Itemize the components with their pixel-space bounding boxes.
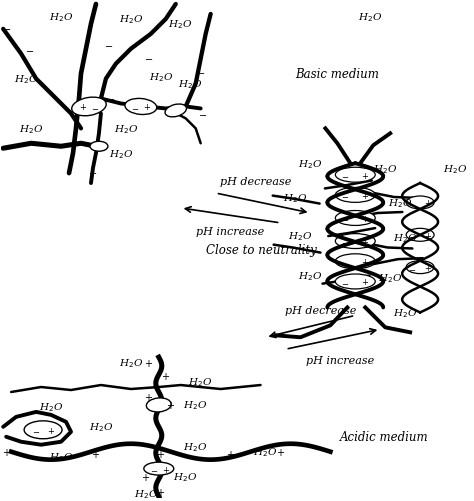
Text: Close to neutrality: Close to neutrality <box>206 243 317 257</box>
Text: H$_2$O: H$_2$O <box>298 157 323 170</box>
Text: H$_2$O: H$_2$O <box>288 230 313 242</box>
Text: H$_2$O: H$_2$O <box>388 197 412 210</box>
Text: $-$: $-$ <box>1 23 11 33</box>
Text: $+$: $+$ <box>144 357 153 368</box>
Text: H$_2$O: H$_2$O <box>118 14 143 26</box>
Ellipse shape <box>406 229 434 242</box>
Text: $+$: $+$ <box>79 102 87 112</box>
Text: $+$: $+$ <box>141 471 150 482</box>
Text: $-$: $-$ <box>341 214 349 223</box>
Text: $+$: $+$ <box>91 448 100 459</box>
Text: $+$: $+$ <box>276 446 285 457</box>
Text: H$_2$O: H$_2$O <box>168 19 193 31</box>
Text: Acidic medium: Acidic medium <box>340 430 429 443</box>
Text: $-$: $-$ <box>25 45 34 55</box>
Text: $-$: $-$ <box>106 92 116 102</box>
Text: $-$: $-$ <box>196 67 205 77</box>
Text: $-$: $-$ <box>88 167 98 177</box>
Text: $+$: $+$ <box>361 213 369 223</box>
Text: H$_2$O: H$_2$O <box>283 192 308 205</box>
Text: $+$: $+$ <box>361 277 369 287</box>
Text: $+$: $+$ <box>2 446 11 457</box>
Text: $-$: $-$ <box>341 257 349 266</box>
Text: pH decrease: pH decrease <box>220 177 291 187</box>
Text: $-$: $-$ <box>150 464 158 473</box>
Text: $-$: $-$ <box>408 231 416 240</box>
Text: H$_2$O: H$_2$O <box>148 71 173 84</box>
Text: $-$: $-$ <box>408 263 416 272</box>
Text: $+$: $+$ <box>226 448 235 459</box>
Text: $+$: $+$ <box>424 263 432 273</box>
Text: $-$: $-$ <box>32 425 40 434</box>
Text: $+$: $+$ <box>143 102 151 112</box>
Text: pH increase: pH increase <box>306 356 374 365</box>
Text: $+$: $+$ <box>47 425 55 435</box>
Text: $+$: $+$ <box>424 198 432 208</box>
Text: H$_2$O: H$_2$O <box>49 12 73 24</box>
Text: H$_2$O: H$_2$O <box>89 420 113 433</box>
Text: H$_2$O: H$_2$O <box>378 272 402 285</box>
Text: $+$: $+$ <box>361 170 369 180</box>
Text: $-$: $-$ <box>198 109 207 119</box>
Text: H$_2$O: H$_2$O <box>189 376 213 389</box>
Text: H$_2$O: H$_2$O <box>178 78 203 91</box>
Text: $-$: $-$ <box>131 103 139 112</box>
Text: H$_2$O: H$_2$O <box>49 450 73 463</box>
Text: $+$: $+$ <box>166 400 175 411</box>
Ellipse shape <box>125 99 157 115</box>
Text: H$_2$O: H$_2$O <box>19 123 43 135</box>
Text: $+$: $+$ <box>144 392 153 403</box>
Ellipse shape <box>72 98 106 117</box>
Text: H$_2$O: H$_2$O <box>443 162 467 175</box>
Ellipse shape <box>335 188 375 203</box>
Ellipse shape <box>24 421 62 439</box>
Text: pH decrease: pH decrease <box>285 306 356 316</box>
Text: $+$: $+$ <box>361 257 369 267</box>
Text: H$_2$O: H$_2$O <box>373 162 398 175</box>
Ellipse shape <box>335 168 375 183</box>
Text: $+$: $+$ <box>361 190 369 200</box>
Ellipse shape <box>406 261 434 274</box>
Text: H$_2$O: H$_2$O <box>183 440 208 453</box>
Ellipse shape <box>144 462 174 475</box>
Ellipse shape <box>335 211 375 226</box>
Text: H$_2$O: H$_2$O <box>14 73 38 86</box>
Text: Basic medium: Basic medium <box>295 68 379 81</box>
Text: H$_2$O: H$_2$O <box>298 270 323 283</box>
Ellipse shape <box>165 105 186 118</box>
Text: $-$: $-$ <box>341 278 349 287</box>
Text: $-$: $-$ <box>104 40 113 50</box>
Ellipse shape <box>406 196 434 209</box>
Text: H$_2$O: H$_2$O <box>114 123 138 135</box>
Ellipse shape <box>335 275 375 290</box>
Text: H$_2$O: H$_2$O <box>183 399 208 411</box>
Text: $-$: $-$ <box>341 191 349 200</box>
Text: H$_2$O: H$_2$O <box>39 401 64 413</box>
Text: H$_2$O: H$_2$O <box>253 445 278 458</box>
Text: H$_2$O: H$_2$O <box>118 356 143 369</box>
Text: H$_2$O: H$_2$O <box>393 232 418 244</box>
Text: $-$: $-$ <box>341 237 349 246</box>
Ellipse shape <box>335 255 375 269</box>
Ellipse shape <box>90 142 108 152</box>
Text: H$_2$O: H$_2$O <box>134 487 158 500</box>
Text: H$_2$O: H$_2$O <box>358 12 383 24</box>
Text: $-$: $-$ <box>144 53 154 63</box>
Ellipse shape <box>335 234 375 249</box>
Text: $-$: $-$ <box>341 171 349 180</box>
Text: $-$: $-$ <box>408 198 416 207</box>
Text: H$_2$O: H$_2$O <box>173 470 198 483</box>
Text: $+$: $+$ <box>156 448 165 459</box>
Text: $+$: $+$ <box>161 370 170 381</box>
Text: $+$: $+$ <box>361 236 369 246</box>
Ellipse shape <box>146 398 171 412</box>
Text: $+$: $+$ <box>156 486 165 497</box>
Text: $+$: $+$ <box>424 230 432 240</box>
Text: $+$: $+$ <box>162 464 170 473</box>
Text: pH increase: pH increase <box>197 226 265 236</box>
Text: H$_2$O: H$_2$O <box>109 147 133 160</box>
Text: H$_2$O: H$_2$O <box>393 307 418 319</box>
Text: $-$: $-$ <box>91 103 99 112</box>
